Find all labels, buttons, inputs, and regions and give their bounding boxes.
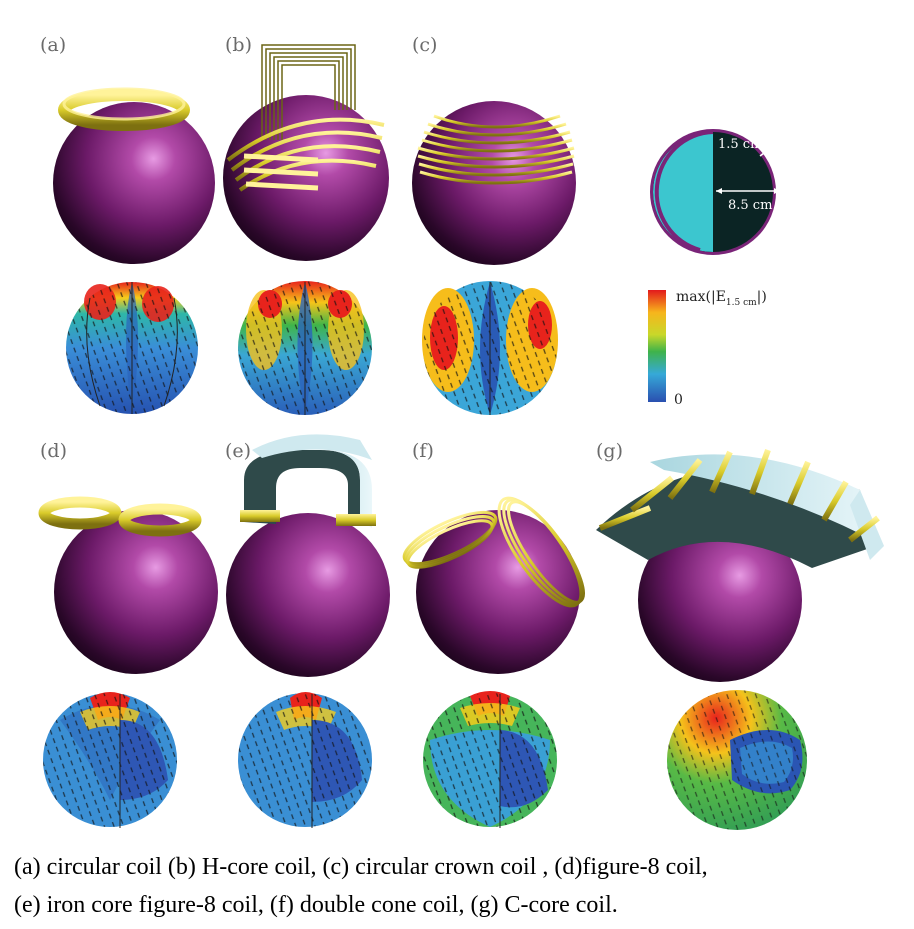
figure-caption: (a) circular coil (b) H-core coil, (c) c… <box>14 848 904 924</box>
panel-label-e: (e) <box>225 440 251 462</box>
panel-label-f: (f) <box>412 440 434 462</box>
panel-b-field-map <box>238 281 372 415</box>
panel-e-field-map <box>238 692 372 828</box>
panel-f-field-map <box>423 691 557 828</box>
panel-c-field-map <box>422 281 558 415</box>
caption-line-1: (a) circular coil (b) H-core coil, (c) c… <box>14 854 708 880</box>
colorbar-max-label: max(|E1.5 cm|) <box>676 289 767 308</box>
panel-label-b: (b) <box>225 34 252 56</box>
panel-d-field-map <box>43 692 177 828</box>
panel-e-coil-model <box>226 434 390 677</box>
panel-g-coil-model <box>596 448 884 682</box>
panel-a-coil-model <box>53 87 215 264</box>
panel-f-coil-model <box>402 496 585 674</box>
panel-g-field-map <box>667 690 807 830</box>
colorbar-min-label: 0 <box>674 392 683 408</box>
depth-label: 1.5 cm <box>718 137 762 152</box>
panel-c-coil-model <box>412 101 576 265</box>
panel-label-c: (c) <box>412 34 437 56</box>
sphere-cross-section: 1.5 cm 8.5 cm <box>650 129 780 255</box>
colorbar: max(|E1.5 cm|) 0 <box>648 289 767 408</box>
panel-label-g: (g) <box>596 440 623 462</box>
panel-label-a: (a) <box>40 34 66 56</box>
diameter-label: 8.5 cm <box>728 198 772 213</box>
panel-d-coil-model <box>38 496 218 674</box>
panel-a-field-map <box>66 282 198 414</box>
panel-label-d: (d) <box>40 440 67 462</box>
caption-line-2: (e) iron core figure-8 coil, (f) double … <box>14 892 618 918</box>
panel-b-coil-model <box>223 44 389 261</box>
